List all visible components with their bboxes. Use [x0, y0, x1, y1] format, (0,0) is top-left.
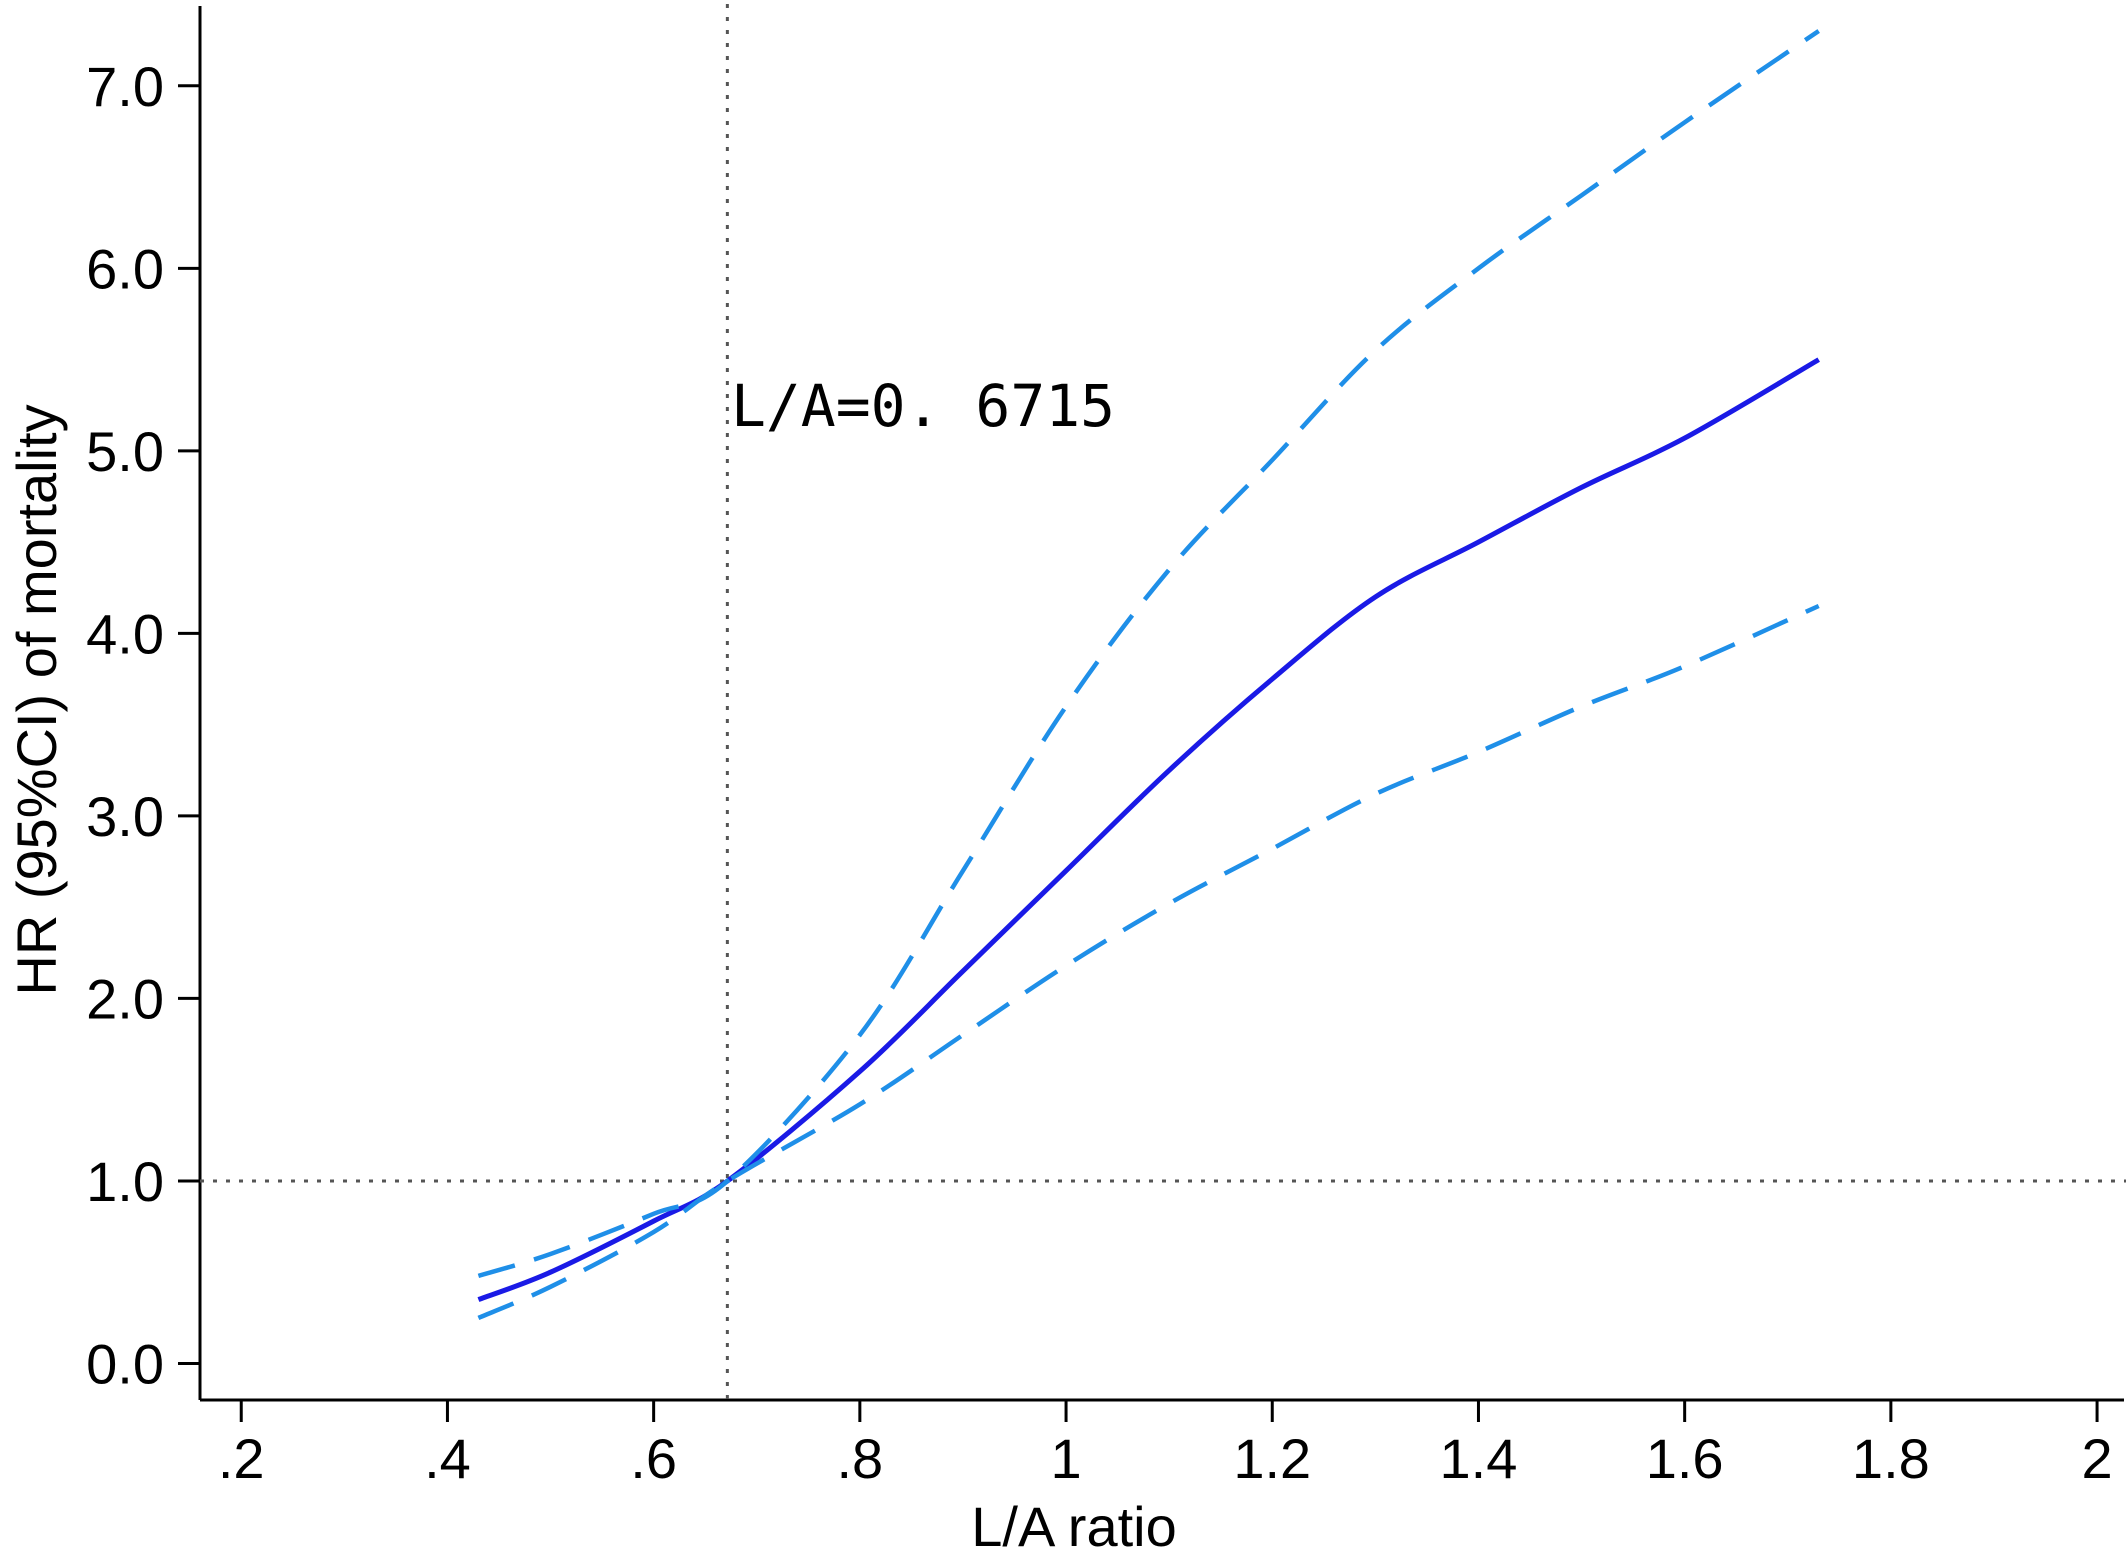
x-tick-label: 1.2	[1233, 1427, 1311, 1490]
y-tick-label: 6.0	[86, 237, 164, 300]
x-tick-label: 1	[1050, 1427, 1081, 1490]
x-tick-label: .2	[218, 1427, 265, 1490]
axes	[178, 6, 2124, 1422]
y-tick-label: 4.0	[86, 602, 164, 665]
y-axis-title: HR (95%CI) of mortality	[5, 404, 68, 995]
hr-estimate-line	[477, 357, 1820, 1302]
y-tick-label: 3.0	[86, 785, 164, 848]
x-tick-label: .4	[424, 1427, 471, 1490]
cutoff-annotation: L/A=0. 6715	[731, 372, 1115, 440]
x-tick-label: 1.6	[1646, 1427, 1724, 1490]
y-tick-label: 7.0	[86, 55, 164, 118]
x-tick-label: .8	[836, 1427, 883, 1490]
series-layer	[477, 29, 1820, 1320]
x-tick-label: .6	[630, 1427, 677, 1490]
y-tick-label: 0.0	[86, 1332, 164, 1395]
x-tick-label: 1.8	[1852, 1427, 1930, 1490]
reference-lines	[200, 4, 2126, 1400]
y-tick-label: 2.0	[86, 967, 164, 1030]
y-tick-label: 5.0	[86, 420, 164, 483]
upper-ci-line	[477, 29, 1820, 1279]
x-tick-label: 2	[2081, 1427, 2112, 1490]
labels: 0.0 1.0 2.0 3.0 4.0 5.0 6.0 7.0 .2 .4 .6 .8 1 1.2 1.4 1…	[5, 55, 2113, 1553]
x-tick-label: 1.4	[1440, 1427, 1518, 1490]
x-axis-title: L/A ratio	[971, 1495, 1176, 1553]
y-tick-label: 1.0	[86, 1150, 164, 1213]
